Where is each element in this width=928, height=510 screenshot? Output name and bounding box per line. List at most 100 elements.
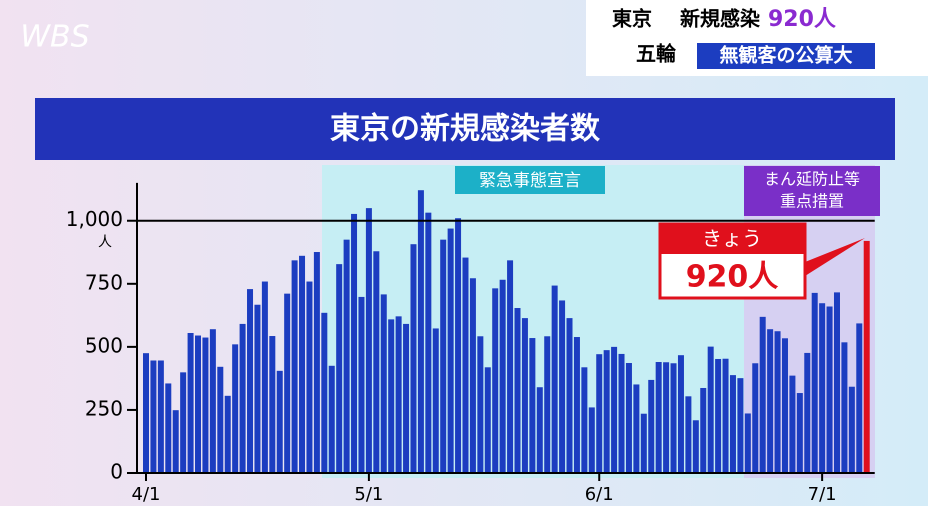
callout-value: 920人	[686, 260, 779, 295]
bar	[529, 338, 536, 473]
bar	[618, 353, 625, 473]
bar	[774, 331, 781, 473]
bar	[232, 344, 239, 473]
bar	[217, 366, 224, 473]
bar	[403, 323, 410, 473]
bar	[514, 308, 521, 473]
title-bar	[35, 98, 895, 160]
bar	[544, 336, 551, 473]
logo: WBS	[20, 20, 89, 55]
bar	[767, 329, 774, 473]
bar	[343, 239, 350, 473]
bar	[462, 257, 469, 473]
bar	[239, 323, 246, 473]
bar	[700, 387, 707, 473]
x-tick-label: 7/1	[808, 484, 837, 505]
bar	[484, 367, 491, 473]
bar	[588, 407, 595, 473]
bar	[633, 384, 640, 473]
bar	[581, 367, 588, 473]
bar	[373, 251, 380, 473]
bar	[573, 337, 580, 473]
bar	[804, 352, 811, 473]
bar	[209, 329, 216, 473]
bar	[417, 190, 424, 473]
callout-pointer	[805, 238, 865, 276]
bar	[566, 318, 573, 473]
bar	[299, 255, 306, 473]
bar	[499, 279, 506, 473]
bar	[707, 346, 714, 473]
bar	[365, 208, 372, 473]
bar	[321, 312, 328, 473]
bar	[677, 355, 684, 473]
bar	[685, 396, 692, 473]
bar	[759, 316, 766, 473]
bar	[841, 342, 848, 473]
emergency-label: 緊急事態宣言	[479, 171, 581, 191]
x-tick-label: 4/1	[132, 484, 161, 505]
bar	[380, 294, 387, 473]
bar	[507, 260, 514, 473]
prevention-label-box	[744, 166, 880, 216]
bar	[848, 386, 855, 473]
bar	[826, 306, 833, 473]
bar	[447, 228, 454, 473]
bar	[521, 318, 528, 473]
header-text: 無観客の公算大	[719, 44, 852, 67]
bar	[195, 335, 202, 473]
bar	[276, 370, 283, 473]
bar	[284, 293, 291, 473]
bar	[351, 213, 358, 473]
bar	[663, 362, 670, 473]
bar	[796, 393, 803, 473]
bar	[187, 332, 194, 473]
bar	[625, 363, 632, 473]
x-tick-label: 6/1	[585, 484, 614, 505]
callout-top	[660, 224, 805, 254]
bar	[781, 338, 788, 473]
bar	[455, 218, 462, 473]
prevention-label: 重点措置	[780, 192, 844, 211]
y-tick-label: 500	[85, 333, 123, 357]
plot: 4/1 5/1 6/1 7/1 0 250 500 750 1,000 人	[66, 182, 875, 505]
bar	[603, 350, 610, 473]
bar	[395, 316, 402, 473]
bar	[328, 365, 335, 473]
bar	[425, 212, 432, 473]
bar	[536, 387, 543, 473]
bar	[202, 337, 209, 473]
bar	[559, 300, 566, 473]
bar	[863, 240, 870, 473]
chart-title: 東京の新規感染者数	[330, 112, 601, 147]
bar	[611, 346, 618, 473]
bar	[150, 360, 157, 473]
bar	[291, 260, 298, 473]
bar	[551, 285, 558, 473]
bar	[143, 353, 149, 473]
bar	[336, 264, 343, 473]
header-text: 新規感染	[680, 7, 761, 31]
bar	[180, 372, 187, 473]
bar	[811, 292, 818, 473]
y-tick-label: 750	[85, 270, 123, 294]
bar	[789, 375, 796, 473]
prevention-label: まん延防止等	[764, 170, 860, 189]
bar	[729, 375, 736, 473]
bar	[247, 289, 254, 473]
bar	[432, 328, 439, 473]
y-tick-label: 1,000	[66, 207, 123, 231]
header-text: 五輪	[636, 42, 677, 66]
bar	[440, 239, 447, 473]
y-unit: 人	[98, 235, 112, 251]
bar	[648, 379, 655, 473]
bar	[492, 288, 499, 473]
bar	[254, 304, 261, 473]
bar	[306, 281, 313, 473]
bar	[172, 410, 179, 473]
bar	[715, 358, 722, 473]
bar	[692, 420, 699, 473]
bar	[737, 378, 744, 473]
